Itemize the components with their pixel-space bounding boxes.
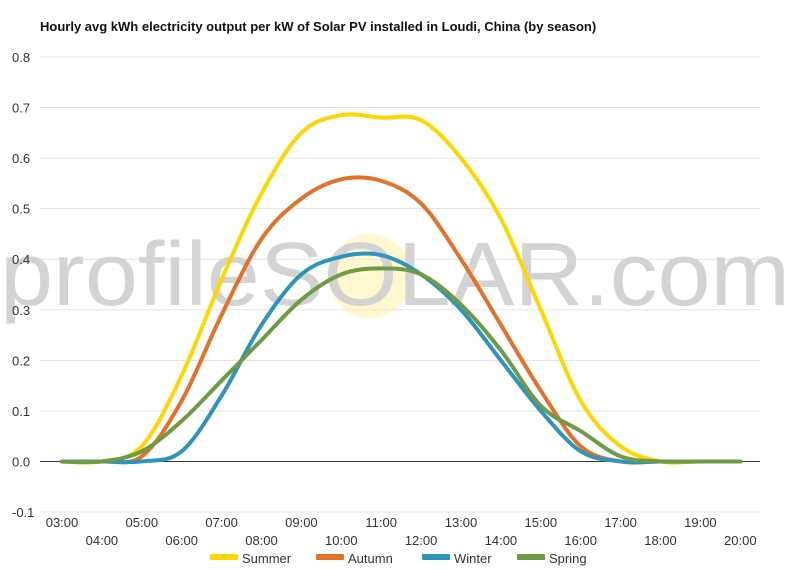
series-line-summer	[60, 112, 743, 465]
x-tick-label: 12:00	[405, 533, 438, 548]
legend-label-spring: Spring	[549, 551, 587, 566]
x-tick-label: 15:00	[525, 515, 558, 530]
legend-label-autumn: Autumn	[348, 551, 393, 566]
series-line-spring	[60, 266, 743, 465]
watermark-text: profileSOLAR.com	[0, 225, 790, 325]
x-tick-label: 08:00	[245, 533, 278, 548]
x-axis-ticks: 03:00 04:00 05:00 06:00 07:00 08:00 09:00 10:00…	[46, 515, 757, 548]
y-tick-label: -0.1	[12, 505, 34, 520]
x-tick-label: 20:00	[724, 533, 757, 548]
y-tick-label: 0.1	[12, 404, 30, 419]
y-tick-label: 0.5	[12, 202, 30, 217]
watermark: profileSOLAR.com	[0, 225, 790, 325]
y-tick-label: 0.6	[12, 151, 30, 166]
x-tick-label: 11:00	[365, 515, 397, 530]
x-tick-label: 19:00	[684, 515, 717, 530]
y-tick-label: 0.8	[12, 50, 30, 65]
y-tick-label: 0.3	[12, 303, 30, 318]
series-line-winter	[60, 251, 743, 465]
y-tick-label: 0.7	[12, 101, 30, 116]
x-tick-label: 09:00	[285, 515, 318, 530]
y-tick-label: 0.2	[12, 353, 30, 368]
y-axis-ticks: -0.1 0.0 0.1 0.2 0.3 0.4 0.5 0.6 0.7 0.8	[12, 50, 34, 520]
legend: Summer Autumn Winter Spring	[210, 551, 587, 566]
y-tick-label: 0.4	[12, 252, 30, 267]
chart-title: Hourly avg kWh electricity output per kW…	[40, 19, 597, 34]
legend-swatch-spring	[517, 554, 545, 560]
x-tick-label: 05:00	[126, 515, 159, 530]
grid-lines	[40, 56, 760, 513]
x-tick-label: 03:00	[46, 515, 79, 530]
series-lines	[60, 112, 743, 465]
legend-label-summer: Summer	[242, 551, 292, 566]
x-tick-label: 17:00	[604, 515, 637, 530]
x-tick-label: 04:00	[86, 533, 119, 548]
x-tick-label: 16:00	[564, 533, 597, 548]
x-tick-label: 13:00	[445, 515, 478, 530]
y-tick-label: 0.0	[12, 454, 30, 469]
x-tick-label: 14:00	[485, 533, 518, 548]
x-tick-label: 18:00	[644, 533, 677, 548]
legend-swatch-winter	[422, 554, 450, 560]
legend-label-winter: Winter	[454, 551, 492, 566]
x-tick-label: 06:00	[165, 533, 198, 548]
x-tick-label: 10:00	[325, 533, 358, 548]
legend-swatch-summer	[210, 554, 238, 560]
x-tick-label: 07:00	[205, 515, 238, 530]
legend-swatch-autumn	[316, 554, 344, 560]
